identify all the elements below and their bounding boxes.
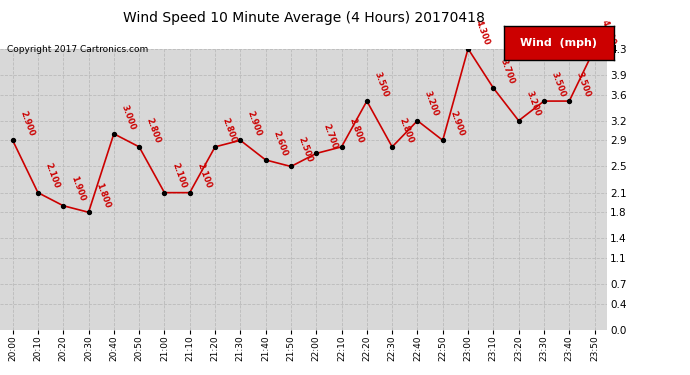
- Text: 4.300: 4.300: [600, 18, 618, 46]
- Text: 3.500: 3.500: [549, 70, 567, 98]
- Text: 2.800: 2.800: [347, 116, 364, 144]
- Point: [7, 137, 18, 143]
- Point: [108, 131, 119, 137]
- Point: [336, 144, 347, 150]
- Point: [412, 118, 423, 124]
- Point: [58, 203, 69, 209]
- Point: [462, 46, 473, 52]
- Point: [235, 137, 246, 143]
- Text: Wind  (mph): Wind (mph): [520, 38, 598, 48]
- Point: [538, 98, 549, 104]
- Text: 2.800: 2.800: [221, 116, 238, 144]
- Point: [488, 85, 499, 91]
- Point: [589, 46, 600, 52]
- Point: [513, 118, 524, 124]
- Text: 4.300: 4.300: [473, 18, 491, 46]
- Point: [159, 190, 170, 196]
- Text: 2.700: 2.700: [322, 123, 339, 151]
- Text: 3.200: 3.200: [423, 90, 440, 118]
- Text: 3.500: 3.500: [373, 70, 390, 98]
- Text: 2.900: 2.900: [246, 110, 264, 138]
- Text: 3.700: 3.700: [499, 57, 516, 85]
- Point: [286, 164, 297, 170]
- Text: 2.100: 2.100: [43, 162, 61, 190]
- Text: Wind Speed 10 Minute Average (4 Hours) 20170418: Wind Speed 10 Minute Average (4 Hours) 2…: [123, 11, 484, 25]
- Point: [32, 190, 43, 196]
- Point: [210, 144, 221, 150]
- Point: [564, 98, 575, 104]
- Point: [134, 144, 145, 150]
- Text: 2.100: 2.100: [195, 162, 213, 190]
- Point: [260, 157, 271, 163]
- Point: [184, 190, 195, 196]
- Text: Copyright 2017 Cartronics.com: Copyright 2017 Cartronics.com: [7, 45, 148, 54]
- Text: 2.800: 2.800: [145, 116, 162, 144]
- Point: [437, 137, 448, 143]
- Point: [83, 209, 94, 215]
- Point: [310, 150, 322, 156]
- Point: [362, 98, 373, 104]
- Text: 3.200: 3.200: [524, 90, 542, 118]
- Text: 2.100: 2.100: [170, 162, 188, 190]
- Point: [386, 144, 397, 150]
- Text: 2.900: 2.900: [448, 110, 466, 138]
- Text: 3.500: 3.500: [575, 70, 592, 98]
- Text: 2.500: 2.500: [297, 136, 314, 164]
- Text: 2.800: 2.800: [397, 116, 415, 144]
- Text: 1.900: 1.900: [69, 175, 86, 203]
- Text: 3.000: 3.000: [119, 103, 137, 131]
- Text: 1.800: 1.800: [94, 182, 112, 210]
- Text: 2.900: 2.900: [18, 110, 36, 138]
- Text: 2.600: 2.600: [271, 129, 288, 157]
